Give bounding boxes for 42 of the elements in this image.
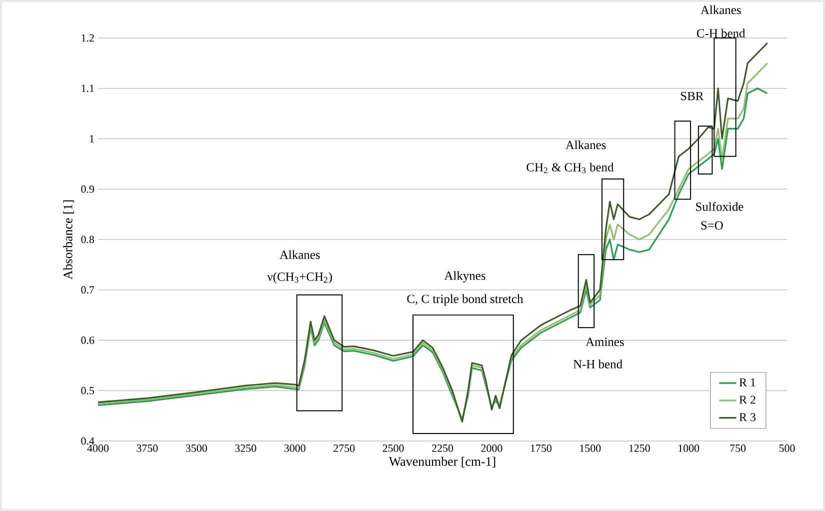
x-tick-label: 2250 [432,444,454,452]
x-tick-label: 750 [730,444,746,452]
annotation: Amines [586,338,624,346]
x-tick-label: 2750 [334,444,355,452]
annotation: Sulfoxide [696,202,744,211]
x-tick-label: 1750 [530,444,552,452]
x-tick-label: 1250 [629,444,650,452]
y-tick-label: 0.7 [81,286,94,294]
x-tick-label: 3500 [186,444,207,452]
text: Alkanes [700,5,741,14]
x-tick-label: 3000 [284,444,306,452]
legend-label: R 2 [739,396,756,404]
legend-label: R 3 [739,413,756,422]
y-tick-label: 1.2 [82,34,94,42]
y-tick-label: 0.6 [81,336,94,344]
annotation: N-H bend [573,360,622,368]
annotation: Alkynes [444,271,486,282]
x-tick-label: 2500 [382,444,404,452]
x-tick-label: 500 [779,444,795,452]
x-tick-label: 3750 [136,444,158,452]
annotation: ν(CH$_{3}$+CH$_{2}$) [267,272,332,284]
y-axis-title: Absorbance [1] [63,200,74,280]
y-tick-label: 1 [90,135,94,142]
x-tick-label: 2000 [481,444,502,452]
x-tick-label: 1000 [678,444,700,452]
annotation: S=O [701,221,723,230]
y-tick-label: 0.8 [81,236,94,244]
annotation: C, C triple bond stretch [407,294,524,306]
x-axis-title: Wavenumber [cm-1] [388,456,496,468]
x-tick-label: 3250 [235,444,256,452]
annotation: SBR [680,92,704,100]
annotation: CH$_{2}$ & CH$_{3}$ bend [526,162,614,174]
y-tick-label: 1.1 [82,84,94,92]
legend-label: R 1 [739,378,756,386]
x-tick-label: 1500 [580,444,601,452]
annotation: Alkanes [280,250,320,259]
y-tick-label: 0.5 [81,386,94,394]
annotation: Alkanes [566,140,606,150]
y-tick-label: 0.4 [81,437,94,445]
text: C-H bend [696,28,746,38]
x-tick-label: 4000 [87,444,109,452]
y-tick-label: 0.9 [81,185,94,193]
